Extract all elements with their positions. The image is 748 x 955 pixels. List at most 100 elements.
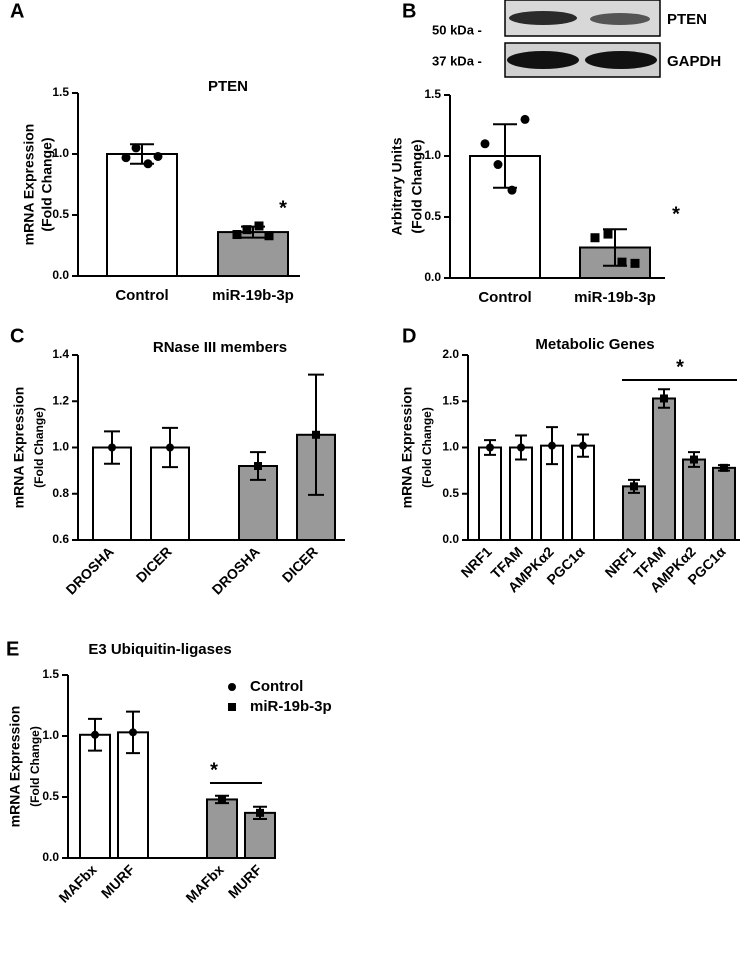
data-point	[108, 443, 116, 452]
x-tick-label: Control	[115, 287, 168, 304]
y-tick-label: 0.8	[52, 486, 69, 500]
data-point	[232, 230, 242, 240]
x-tick-label: DROSHA	[63, 543, 117, 597]
blot-protein: GAPDH	[667, 53, 721, 70]
significance: *	[672, 203, 680, 225]
y-tick-label: 1.0	[52, 146, 69, 160]
data-point	[256, 808, 264, 817]
y-tick-label: 0.0	[52, 268, 69, 282]
panel-letter: D	[402, 325, 416, 347]
data-point	[493, 160, 503, 170]
data-point	[630, 258, 640, 268]
axis	[449, 95, 665, 279]
x-tick-label: MURF	[225, 861, 265, 901]
y-axis-label: mRNA Expression	[7, 706, 23, 828]
y-tick-label: 1.2	[52, 393, 69, 407]
data-point	[153, 151, 163, 161]
y-axis-label: (Fold Change)	[420, 407, 434, 488]
chart-title: RNase III members	[153, 339, 287, 356]
y-tick-label: 1.0	[424, 148, 441, 162]
y-tick-label: 0.0	[442, 532, 459, 546]
y-tick-label: 0.5	[424, 209, 441, 223]
data-point	[630, 482, 638, 491]
data-point	[617, 257, 627, 267]
data-point	[218, 795, 226, 804]
blot-protein: PTEN	[667, 11, 707, 28]
y-axis-label: (Fold Change)	[409, 139, 425, 233]
data-point	[507, 185, 517, 195]
data-point	[143, 159, 153, 169]
x-tick-label: miR-19b-3p	[574, 289, 656, 306]
panel-letter: A	[10, 0, 24, 22]
x-tick-label: DICER	[133, 543, 175, 585]
data-point	[312, 430, 320, 439]
panel-letter: E	[6, 638, 19, 660]
bar	[682, 458, 706, 541]
y-tick-label: 0.6	[52, 532, 69, 546]
x-tick-label: miR-19b-3p	[212, 287, 294, 304]
data-point	[486, 443, 494, 452]
data-point	[590, 233, 600, 243]
y-axis-label: (Fold Change)	[28, 726, 42, 807]
chart-title: Metabolic Genes	[535, 336, 654, 353]
chart-title: PTEN	[208, 78, 248, 95]
y-tick-label: 0.0	[424, 270, 441, 284]
data-point	[480, 139, 490, 149]
y-tick-label: 0.0	[42, 850, 59, 864]
bar	[106, 153, 178, 277]
bar	[478, 446, 502, 541]
bar	[712, 466, 736, 542]
data-point	[121, 153, 131, 163]
axis	[67, 675, 275, 859]
legend-label: Control	[250, 678, 303, 695]
y-axis-label: (Fold Change)	[39, 137, 55, 231]
blot-band	[585, 51, 657, 69]
y-tick-label: 0.5	[52, 207, 69, 221]
data-point	[242, 225, 252, 235]
blot-band	[590, 13, 650, 25]
y-axis-label: (Fold Change)	[32, 407, 46, 488]
y-tick-label: 1.0	[442, 440, 459, 454]
blot-band	[509, 11, 577, 25]
axis	[467, 355, 740, 541]
y-tick-label: 0.5	[442, 486, 459, 500]
y-tick-label: 1.5	[52, 85, 69, 99]
bar	[79, 733, 111, 860]
x-tick-label: Control	[478, 289, 531, 306]
x-tick-label: DROSHA	[209, 543, 263, 597]
data-point	[660, 394, 668, 403]
blot-band	[507, 51, 579, 69]
data-point	[131, 143, 141, 153]
data-point	[690, 455, 698, 464]
bar	[206, 798, 238, 860]
data-point	[254, 221, 264, 231]
data-point	[264, 231, 274, 241]
y-tick-label: 1.4	[52, 347, 69, 361]
western-blot	[504, 0, 661, 78]
data-point	[129, 728, 137, 737]
y-axis-label: mRNA Expression	[11, 387, 27, 509]
panel-letter: C	[10, 325, 24, 347]
y-axis-label: Arbitrary Units	[389, 137, 405, 235]
legend-marker	[228, 683, 236, 691]
significance: *	[676, 356, 684, 378]
data-point	[548, 441, 556, 450]
bar	[217, 231, 289, 277]
data-point	[603, 229, 613, 239]
legend-marker	[228, 703, 236, 711]
x-tick-label: MAFbx	[182, 861, 226, 905]
x-tick-label: MURF	[98, 861, 138, 901]
significance: *	[210, 759, 218, 781]
y-tick-label: 1.5	[42, 667, 59, 681]
data-point	[254, 462, 262, 470]
axis	[77, 93, 300, 277]
data-point	[166, 443, 174, 452]
x-tick-label: DICER	[279, 543, 321, 585]
bar	[622, 485, 646, 542]
panel-letter: B	[402, 0, 416, 22]
bar	[509, 446, 533, 541]
axis	[77, 355, 345, 541]
x-tick-label: NRF1	[458, 543, 495, 580]
blot-size: 37 kDa -	[432, 53, 482, 68]
